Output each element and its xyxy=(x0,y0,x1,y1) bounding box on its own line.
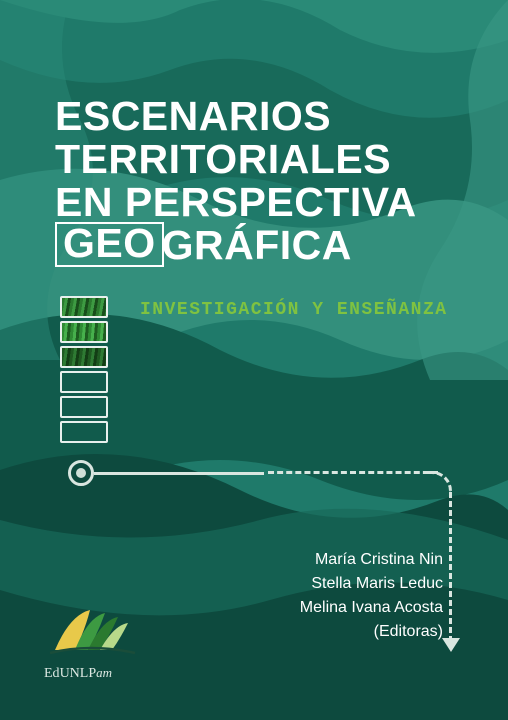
checkbox-item xyxy=(60,421,108,443)
title-line-4: GEOGRÁFICA xyxy=(55,224,417,269)
editors-role: (Editoras) xyxy=(300,620,443,644)
checkbox-stack xyxy=(60,296,108,443)
checkbox-item xyxy=(60,321,108,343)
title-line-1: ESCENARIOS xyxy=(55,95,417,138)
subtitle: INVESTIGACIÓN Y ENSEÑANZA xyxy=(140,300,448,320)
checkbox-item xyxy=(60,346,108,368)
checkbox-item xyxy=(60,371,108,393)
publisher-logo xyxy=(40,595,150,675)
connector-dashed-vertical xyxy=(449,492,452,642)
publisher-prefix: Ed xyxy=(44,666,60,681)
connector-arrowhead xyxy=(442,638,460,652)
title-line-3: EN PERSPECTIVA xyxy=(55,181,417,224)
title-line-2: TERRITORIALES xyxy=(55,138,417,181)
connector-dashed-horizontal xyxy=(268,471,438,474)
editor-name: María Cristina Nin xyxy=(300,548,443,572)
publisher-main: UNLP xyxy=(60,666,97,681)
title-line-4-rest: GRÁFICA xyxy=(162,222,352,268)
editors-block: María Cristina Nin Stella Maris Leduc Me… xyxy=(300,548,443,644)
geo-highlight-box: GEO xyxy=(55,222,164,267)
book-cover: ESCENARIOS TERRITORIALES EN PERSPECTIVA … xyxy=(0,0,508,720)
publisher-suffix: am xyxy=(96,665,112,680)
connector-start-dot xyxy=(76,468,86,478)
editor-name: Stella Maris Leduc xyxy=(300,572,443,596)
main-title: ESCENARIOS TERRITORIALES EN PERSPECTIVA … xyxy=(55,95,417,269)
connector-solid-segment xyxy=(94,472,264,475)
editor-name: Melina Ivana Acosta xyxy=(300,596,443,620)
publisher-name: EdUNLPam xyxy=(44,665,112,682)
checkbox-item xyxy=(60,396,108,418)
checkbox-item xyxy=(60,296,108,318)
